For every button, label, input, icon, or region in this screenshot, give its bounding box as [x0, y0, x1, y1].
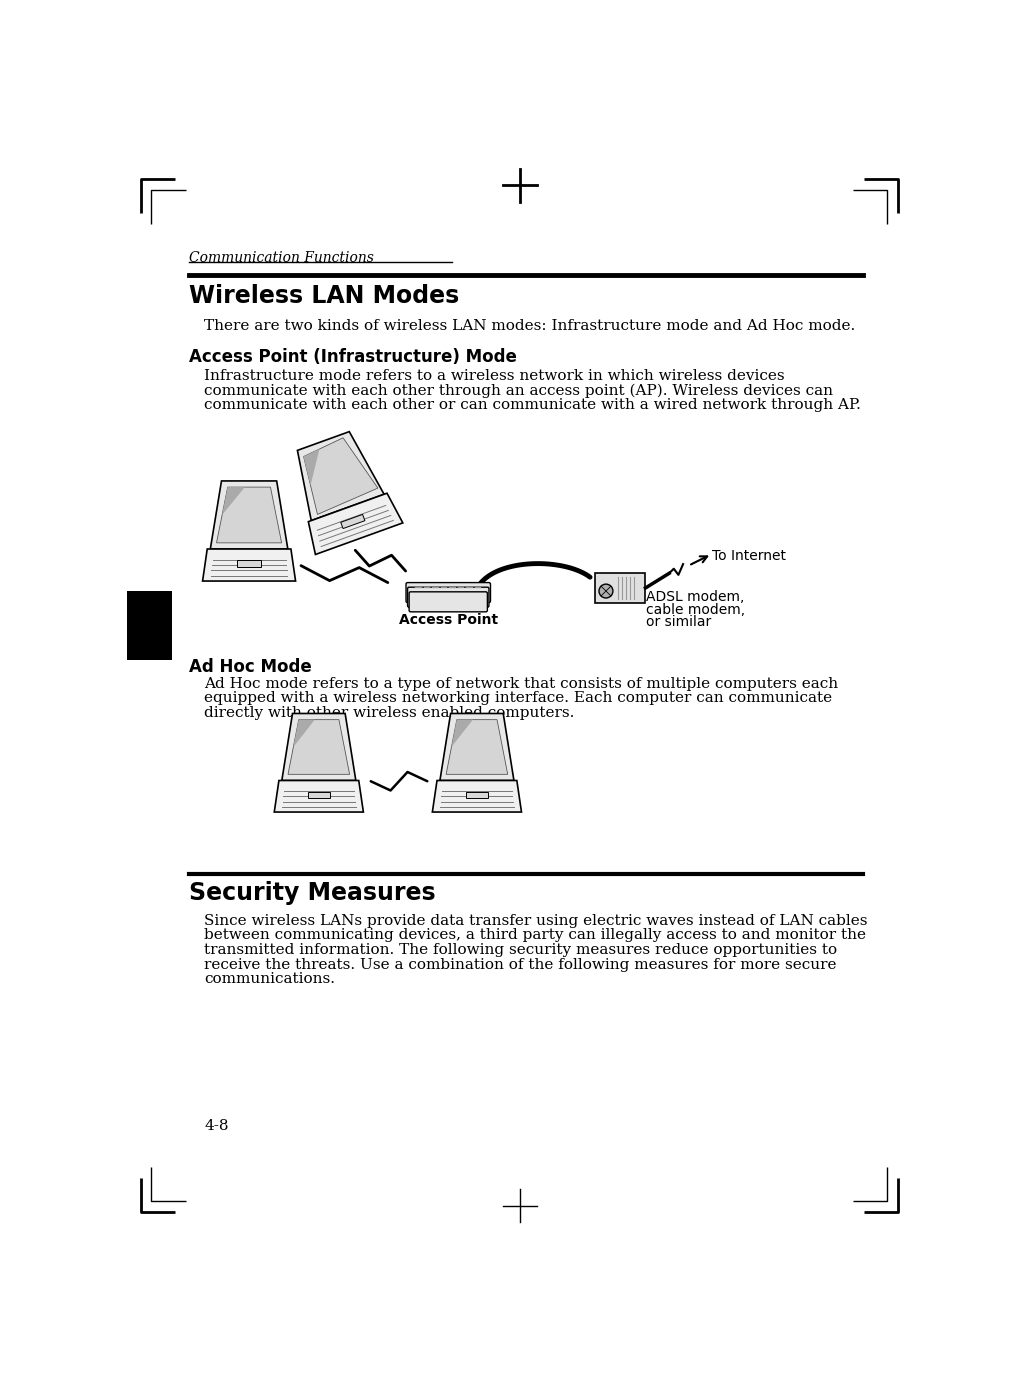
Text: cable modem,: cable modem, — [646, 603, 745, 617]
Text: communicate with each other or can communicate with a wired network through AP.: communicate with each other or can commu… — [205, 398, 861, 412]
Text: receive the threats. Use a combination of the following measures for more secure: receive the threats. Use a combination o… — [205, 957, 837, 972]
Bar — [127, 591, 171, 661]
Text: equipped with a wireless networking interface. Each computer can communicate: equipped with a wireless networking inte… — [205, 691, 833, 705]
Polygon shape — [433, 781, 522, 812]
FancyBboxPatch shape — [407, 587, 489, 607]
Text: ADSL modem,: ADSL modem, — [646, 591, 745, 605]
Polygon shape — [237, 560, 260, 566]
Text: transmitted information. The following security measures reduce opportunities to: transmitted information. The following s… — [205, 943, 838, 957]
Text: Communication Functions: Communication Functions — [188, 252, 374, 266]
Text: Access Point: Access Point — [399, 613, 497, 628]
Polygon shape — [446, 720, 508, 774]
Text: or similar: or similar — [646, 616, 711, 629]
FancyBboxPatch shape — [406, 582, 490, 603]
Polygon shape — [275, 781, 364, 812]
Polygon shape — [217, 487, 282, 543]
Polygon shape — [298, 431, 384, 521]
Text: 4-8: 4-8 — [205, 1118, 229, 1132]
Text: Access Point (Infrastructure) Mode: Access Point (Infrastructure) Mode — [188, 348, 517, 366]
Polygon shape — [440, 713, 514, 781]
Text: 4: 4 — [138, 609, 161, 642]
FancyBboxPatch shape — [409, 592, 487, 611]
Text: Infrastructure mode refers to a wireless network in which wireless devices: Infrastructure mode refers to a wireless… — [205, 369, 785, 383]
Text: Security Measures: Security Measures — [188, 881, 436, 905]
Circle shape — [599, 584, 613, 598]
Polygon shape — [288, 720, 349, 774]
Text: between communicating devices, a third party can illegally access to and monitor: between communicating devices, a third p… — [205, 928, 866, 942]
Polygon shape — [222, 487, 245, 515]
Polygon shape — [452, 720, 473, 746]
Text: Ad Hoc mode refers to a type of network that consists of multiple computers each: Ad Hoc mode refers to a type of network … — [205, 676, 838, 690]
Polygon shape — [466, 792, 488, 797]
Text: There are two kinds of wireless LAN modes: Infrastructure mode and Ad Hoc mode.: There are two kinds of wireless LAN mode… — [205, 319, 855, 333]
Text: Wireless LAN Modes: Wireless LAN Modes — [188, 284, 459, 308]
Polygon shape — [308, 493, 403, 555]
Polygon shape — [308, 792, 330, 797]
FancyBboxPatch shape — [595, 573, 645, 603]
Polygon shape — [203, 549, 296, 581]
Polygon shape — [304, 449, 319, 486]
Text: directly with other wireless enabled computers.: directly with other wireless enabled com… — [205, 706, 574, 720]
Polygon shape — [294, 720, 315, 746]
Text: communications.: communications. — [205, 972, 335, 986]
Text: Ad Hoc Mode: Ad Hoc Mode — [188, 658, 311, 676]
Polygon shape — [282, 713, 356, 781]
Text: communicate with each other through an access point (AP). Wireless devices can: communicate with each other through an a… — [205, 383, 833, 398]
Polygon shape — [340, 515, 365, 529]
Polygon shape — [304, 438, 378, 515]
Polygon shape — [211, 481, 288, 549]
Text: To Internet: To Internet — [712, 548, 786, 563]
Text: Since wireless LANs provide data transfer using electric waves instead of LAN ca: Since wireless LANs provide data transfe… — [205, 914, 867, 928]
